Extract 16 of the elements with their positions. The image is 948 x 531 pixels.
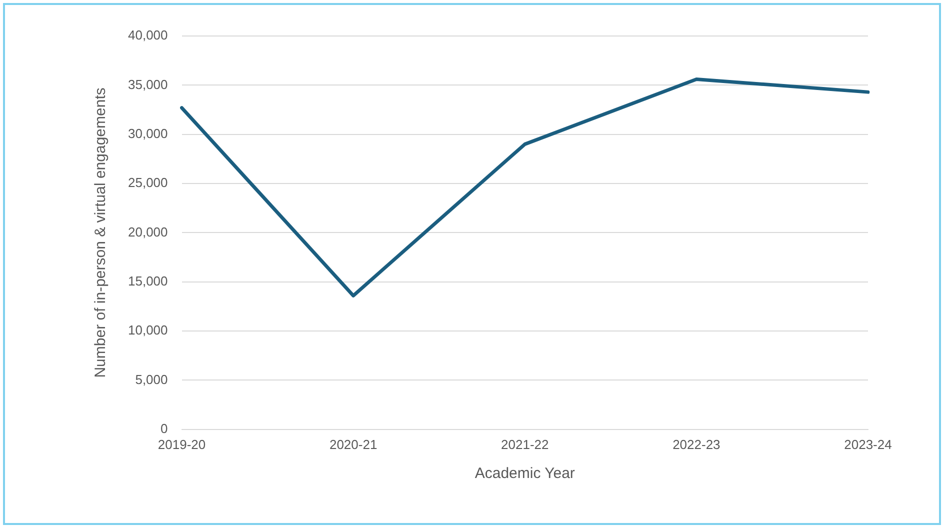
y-tick-label: 20,000 (128, 224, 168, 240)
y-tick-label: 25,000 (128, 175, 168, 190)
y-tick-label: 35,000 (128, 76, 168, 92)
x-tick-label: 2019-20 (158, 436, 206, 452)
x-axis-title: Academic Year (474, 465, 575, 482)
y-tick-label: 15,000 (128, 273, 168, 288)
x-tick-label: 2021-22 (501, 436, 549, 452)
y-axis-title: Number of in-person & virtual engagements (92, 88, 110, 378)
y-tick-label: 10,000 (128, 322, 168, 338)
x-tick-label: 2023-24 (844, 436, 892, 452)
x-tick-label: 2022-23 (672, 436, 720, 452)
x-tick-label: 2020-21 (329, 436, 378, 452)
y-tick-label: 5,000 (135, 372, 168, 387)
y-tick-label: 0 (160, 420, 168, 436)
y-tick-label: 30,000 (128, 126, 168, 141)
y-tick-label: 40,000 (128, 28, 168, 43)
